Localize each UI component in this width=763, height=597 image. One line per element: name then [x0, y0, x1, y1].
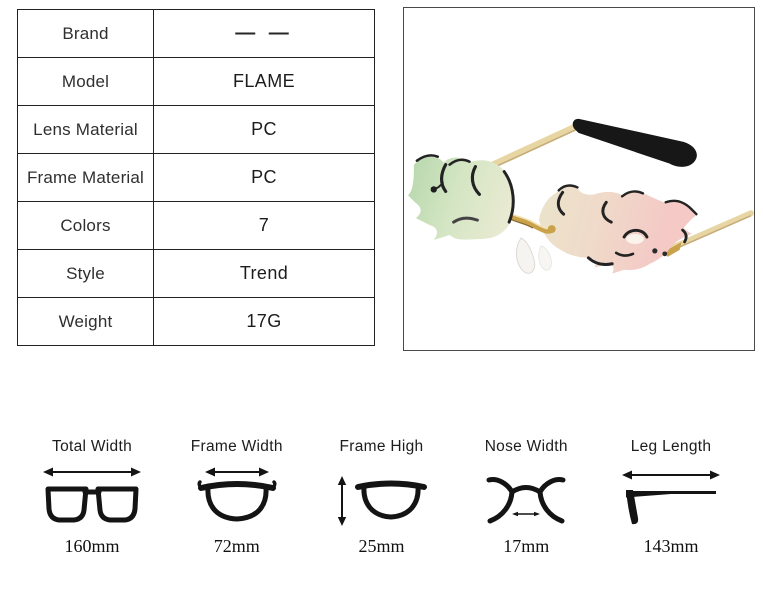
- measure-total-width: Total Width 160mm: [25, 438, 159, 557]
- temple-arm-left: [485, 123, 579, 171]
- spec-label-brand: Brand: [17, 9, 154, 58]
- spec-value-style: Trend: [153, 249, 375, 298]
- spec-value-colors: 7: [153, 201, 375, 250]
- measure-nose-width: Nose Width 17mm: [459, 438, 593, 557]
- table-row: Frame Material PC: [17, 153, 375, 202]
- temple-side-icon: [622, 470, 720, 525]
- table-row: Lens Material PC: [17, 105, 375, 154]
- measurements-row: Total Width 160mm Frame Width: [25, 438, 738, 557]
- measure-label: Frame Width: [190, 438, 283, 455]
- table-row: Colors 7: [17, 201, 375, 250]
- measure-value: 25mm: [358, 536, 405, 556]
- measure-value: 17mm: [503, 536, 550, 556]
- spec-table: Brand — — Model FLAME Lens Material PC F…: [17, 9, 375, 346]
- spec-label-frame-material: Frame Material: [17, 153, 154, 202]
- glasses-front-icon: [43, 467, 141, 523]
- spec-label-model: Model: [17, 57, 154, 106]
- spec-value-model: FLAME: [153, 57, 375, 106]
- measure-value: 160mm: [64, 536, 120, 556]
- measure-label: Frame High: [339, 438, 424, 455]
- flame-lens-left: [408, 154, 515, 240]
- flame-sunglasses-photo: [408, 118, 754, 274]
- table-row: Brand — —: [17, 9, 375, 58]
- temple-tip-black: [572, 118, 697, 167]
- nose-pads: [516, 237, 552, 274]
- table-row: Weight 17G: [17, 297, 375, 346]
- spec-value-frame-material: PC: [153, 153, 375, 202]
- spec-value-weight: 17G: [153, 297, 375, 346]
- nose-bridge-icon: [486, 477, 566, 524]
- measure-label: Total Width: [52, 438, 132, 455]
- spec-value-lens-material: PC: [153, 105, 375, 154]
- spec-label-style: Style: [17, 249, 154, 298]
- product-photo-frame: [403, 7, 755, 351]
- table-row: Style Trend: [17, 249, 375, 298]
- spec-label-lens-material: Lens Material: [17, 105, 154, 154]
- measure-leg-length: Leg Length 143mm: [604, 438, 738, 557]
- spec-label-colors: Colors: [17, 201, 154, 250]
- measure-frame-width: Frame Width 72mm: [170, 438, 304, 557]
- table-row: Model FLAME: [17, 57, 375, 106]
- measure-value: 143mm: [643, 536, 699, 556]
- measure-label: Leg Length: [630, 438, 712, 455]
- measure-value: 72mm: [213, 536, 260, 556]
- measure-label: Nose Width: [484, 438, 568, 455]
- temple-arm-right: [663, 210, 754, 257]
- lens-front-icon: [197, 467, 277, 522]
- lens-height-icon: [337, 476, 427, 526]
- spec-value-brand: — —: [153, 9, 375, 58]
- spec-label-weight: Weight: [17, 297, 154, 346]
- measure-frame-high: Frame High 25mm: [315, 438, 449, 557]
- flame-lens-right: [538, 184, 698, 274]
